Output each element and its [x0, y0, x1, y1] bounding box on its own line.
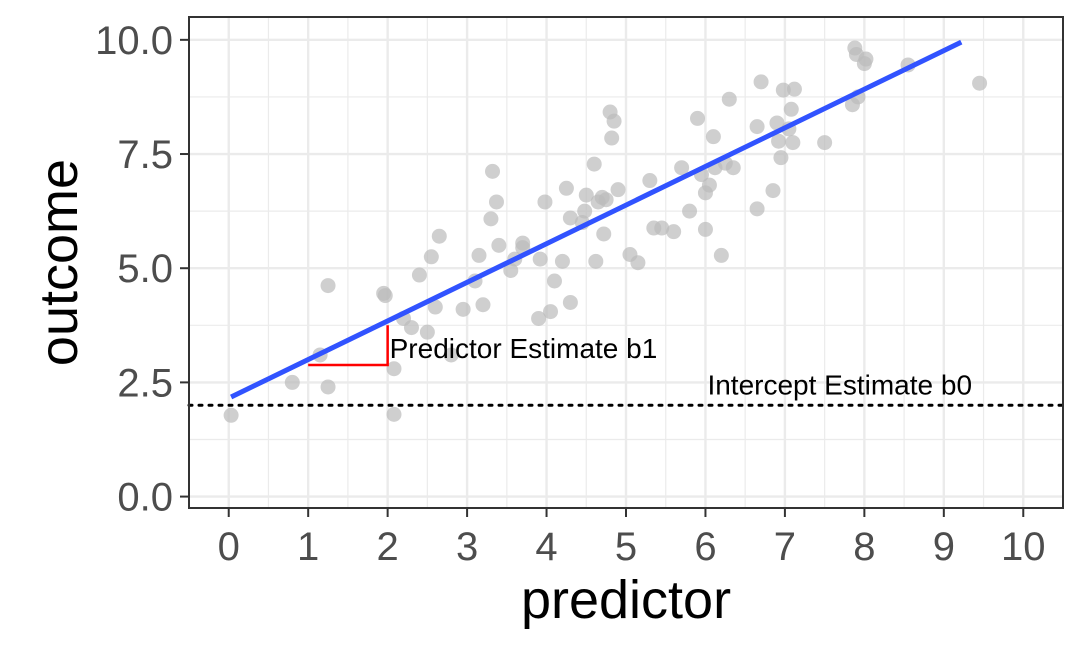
data-point [630, 255, 646, 271]
data-point [377, 288, 393, 304]
data-point [697, 221, 713, 237]
data-point [690, 110, 706, 126]
data-point [537, 194, 553, 210]
annotations: Predictor Estimate b1 Intercept Estimate … [390, 333, 972, 401]
data-point [773, 150, 789, 166]
data-point [749, 119, 765, 135]
data-point [503, 262, 519, 278]
data-point [485, 163, 501, 179]
regression-line [230, 39, 963, 400]
data-point [666, 224, 682, 240]
y-tick-label: 10.0 [95, 19, 173, 63]
data-point [786, 81, 802, 97]
data-point [765, 183, 781, 199]
data-point [320, 278, 336, 294]
data-point [427, 299, 443, 315]
data-point [972, 75, 988, 91]
data-point [558, 180, 574, 196]
data-point [749, 201, 765, 217]
data-point [817, 135, 833, 151]
data-point [596, 226, 612, 242]
data-point [419, 324, 435, 340]
data-point [284, 374, 300, 390]
data-point [654, 220, 670, 236]
data-point [491, 237, 507, 253]
data-point [598, 192, 614, 208]
data-point [455, 301, 471, 317]
x-axis-title: predictor [521, 570, 731, 630]
x-tick-label: 7 [774, 525, 796, 569]
data-point [604, 130, 620, 146]
data-point [320, 379, 336, 395]
data-point [386, 361, 402, 377]
data-point [769, 115, 785, 131]
y-tick-label: 0.0 [117, 476, 173, 520]
annotation-label: Intercept Estimate b0 [707, 370, 972, 401]
x-tick-label: 9 [933, 525, 955, 569]
data-point [386, 406, 402, 422]
data-point [543, 304, 559, 320]
data-point [775, 82, 791, 98]
x-tick-label: 4 [535, 525, 557, 569]
data-point [475, 297, 491, 313]
y-tick-label: 5.0 [117, 247, 173, 291]
data-point [223, 407, 239, 423]
data-point [532, 251, 548, 267]
x-tick-label: 10 [1001, 525, 1046, 569]
data-point [515, 235, 531, 251]
data-point [577, 203, 593, 219]
data-point [642, 173, 658, 189]
data-point [701, 177, 717, 193]
fit-lines [187, 39, 1065, 407]
data-point [443, 347, 459, 363]
y-axis-title: outcome [29, 159, 89, 366]
data-point [588, 253, 604, 269]
data-point [586, 156, 602, 172]
data-point [411, 267, 427, 283]
data-point [531, 310, 547, 326]
data-point [858, 51, 874, 67]
data-point [725, 160, 741, 176]
data-point [705, 129, 721, 145]
data-point [753, 74, 769, 90]
data-point [488, 194, 504, 210]
data-point [771, 133, 787, 149]
data-point [423, 249, 439, 265]
slope-triangle [308, 325, 389, 367]
y-tick-label: 2.5 [117, 361, 173, 405]
data-point [403, 320, 419, 336]
data-point [713, 247, 729, 263]
grid [189, 17, 1063, 508]
x-tick-label: 8 [853, 525, 875, 569]
data-point [546, 273, 562, 289]
data-point [682, 203, 698, 219]
data-point [562, 210, 578, 226]
data-point [554, 253, 570, 269]
y-tick-label: 7.5 [117, 133, 173, 177]
x-tick-label: 3 [456, 525, 478, 569]
data-point [783, 101, 799, 117]
data-point [606, 113, 622, 129]
data-point [471, 247, 487, 263]
x-tick-label: 5 [615, 525, 637, 569]
data-point [721, 91, 737, 107]
x-tick-label: 0 [218, 525, 240, 569]
data-point [674, 160, 690, 176]
x-tick-label: 6 [694, 525, 716, 569]
data-point [431, 228, 447, 244]
data-point [610, 182, 626, 198]
data-point [785, 135, 801, 151]
annotation-label: Predictor Estimate b1 [390, 333, 658, 364]
axis-ticks: 0 1 2 3 4 5 6 7 8 9 10 0.0 2.5 5.0 7.5 10.0 [95, 19, 1045, 569]
x-tick-label: 1 [297, 525, 319, 569]
data-point [562, 294, 578, 310]
x-tick-label: 2 [377, 525, 399, 569]
data-point [578, 187, 594, 203]
data-point [483, 211, 499, 227]
